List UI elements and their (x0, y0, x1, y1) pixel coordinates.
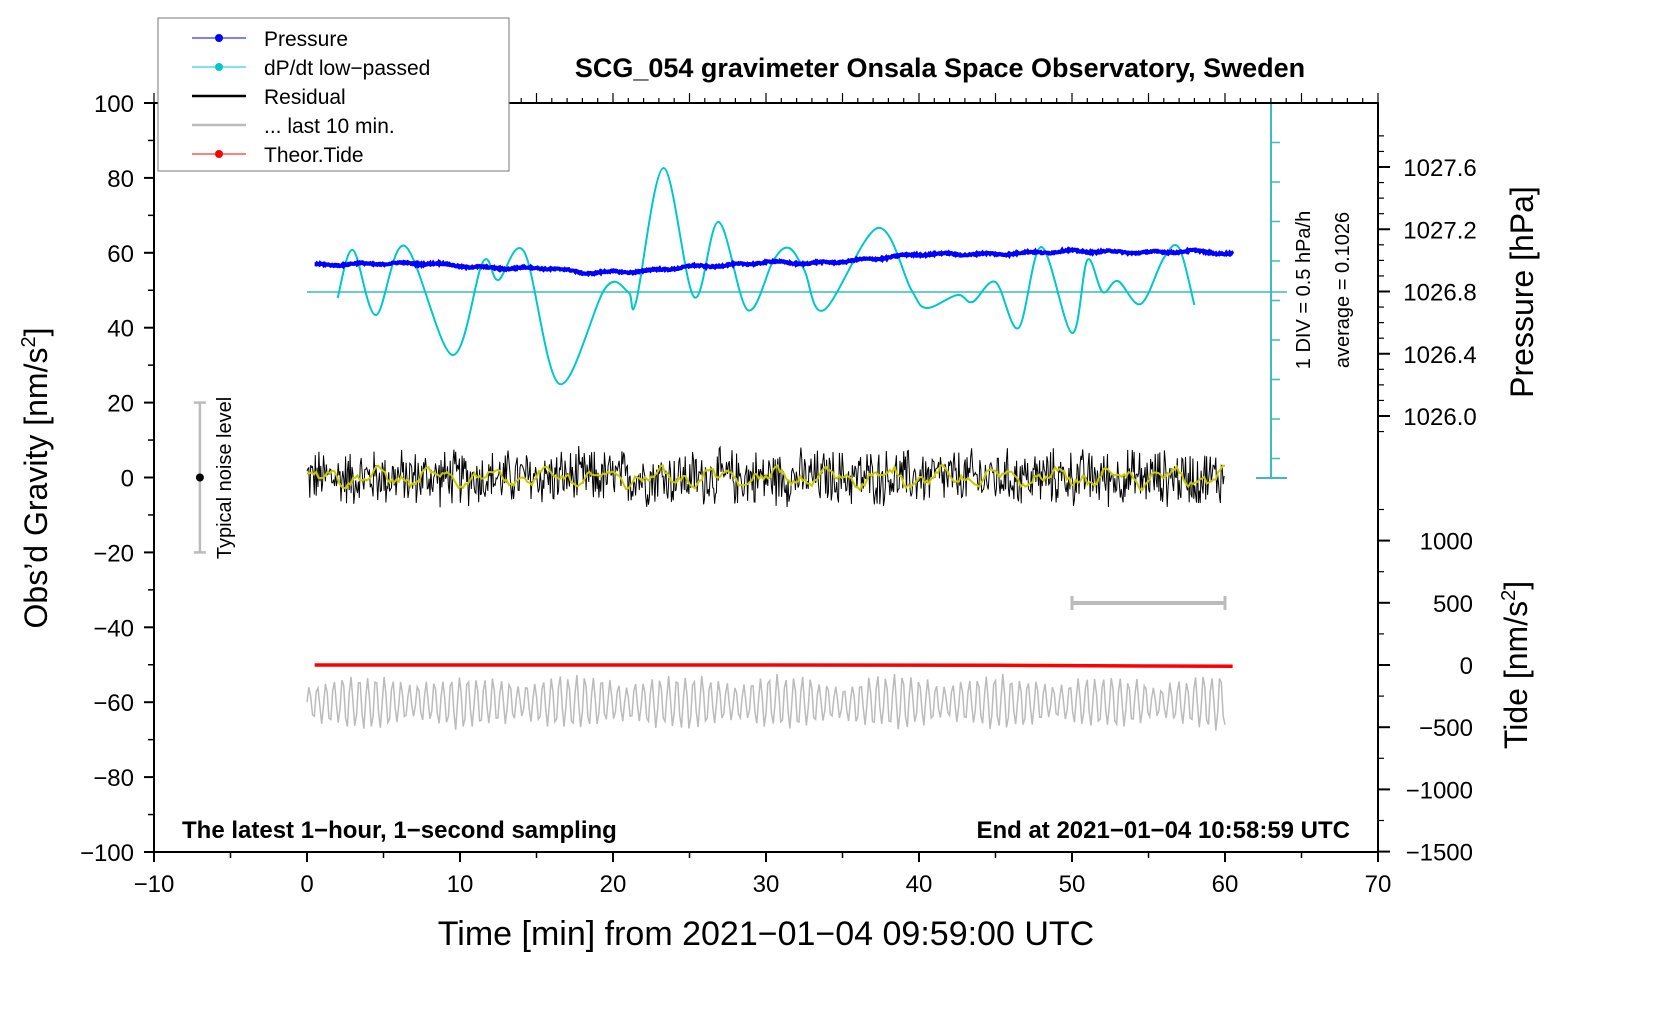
pressure-line (314, 245, 1235, 278)
legend-label: Residual (264, 86, 346, 109)
tide-tick-label: 0 (1460, 653, 1473, 680)
residual-line (306, 445, 1225, 508)
noise-bar-dot (195, 473, 204, 482)
pressure-tick-label: 1026.4 (1403, 342, 1476, 369)
tide-tick-label: 1000 (1420, 529, 1473, 556)
x-tick-label: 60 (1212, 871, 1239, 898)
y-tick-label: 20 (107, 391, 134, 418)
dpdt-line (336, 166, 1196, 386)
pressure-tick-label: 1026.8 (1403, 280, 1476, 307)
annotation-bottom-right: End at 2021−01−04 10:58:59 UTC (976, 817, 1350, 844)
legend: Pressure dP/dt low−passed Residual ... last… (157, 17, 510, 172)
y-tick-label: 40 (107, 316, 134, 343)
plot-frame (153, 102, 1379, 853)
y-tick-label: −20 (93, 540, 134, 567)
pressure-tick-label: 1027.2 (1403, 217, 1476, 244)
legend-swatch-marker (215, 150, 223, 158)
last-10-min-line (306, 673, 1226, 731)
average-label: average = 0.1026 (1332, 212, 1354, 368)
x-tick-label: 20 (600, 871, 627, 898)
legend-swatch-marker (215, 34, 223, 42)
div-label: 1 DIV = 0.5 hPa/h (1293, 211, 1315, 369)
y-tick-label: −40 (93, 615, 134, 642)
legend-label: ... last 10 min. (264, 115, 395, 138)
x-tick-label: 70 (1365, 871, 1392, 898)
tide-tick-label: −500 (1419, 715, 1473, 742)
x-tick-label: 0 (300, 871, 313, 898)
x-tick-label: 50 (1059, 871, 1086, 898)
tide-tick-label: −1000 (1406, 777, 1473, 804)
tide-tick-label: −1500 (1406, 840, 1473, 867)
x-tick-label: 10 (447, 871, 474, 898)
y-tick-label: −60 (93, 690, 134, 717)
noise-label: Typical noise level (214, 397, 236, 559)
x-axis-label: Time [min] from 2021−01−04 09:59:00 UTC (438, 915, 1094, 953)
y-tick-label: 60 (107, 241, 134, 268)
chart-title: SCG_054 gravimeter Onsala Space Observat… (575, 53, 1305, 83)
legend-label: Pressure (264, 28, 348, 51)
legend-label: dP/dt low−passed (264, 57, 430, 80)
y-tick-label: −80 (93, 765, 134, 792)
legend-swatch-marker (215, 63, 223, 71)
y-tick-label: −100 (80, 840, 134, 867)
y-tick-label: 80 (107, 166, 134, 193)
y-axis-label-tide: Tide [nm/s2] (1498, 581, 1534, 749)
theor-tide-line (314, 663, 1233, 668)
pressure-tick-label: 1026.0 (1403, 404, 1476, 431)
x-tick-label: 40 (906, 871, 933, 898)
y-tick-label: 100 (94, 91, 134, 118)
x-tick-label: 30 (753, 871, 780, 898)
x-tick-label: −10 (134, 871, 175, 898)
y-axis-label-pressure: Pressure [hPa] (1504, 186, 1540, 398)
y-tick-label: 0 (121, 466, 134, 493)
annotation-bottom-left: The latest 1−hour, 1−second sampling (182, 817, 617, 844)
legend-box (157, 17, 510, 172)
residual-smoothed-line (306, 463, 1226, 493)
tide-tick-label: 500 (1433, 591, 1473, 618)
y-axis-label-left: Obs’d Gravity [nm/s2] (18, 328, 54, 629)
legend-label: Theor.Tide (264, 144, 364, 167)
pressure-tick-label: 1027.6 (1403, 155, 1476, 182)
